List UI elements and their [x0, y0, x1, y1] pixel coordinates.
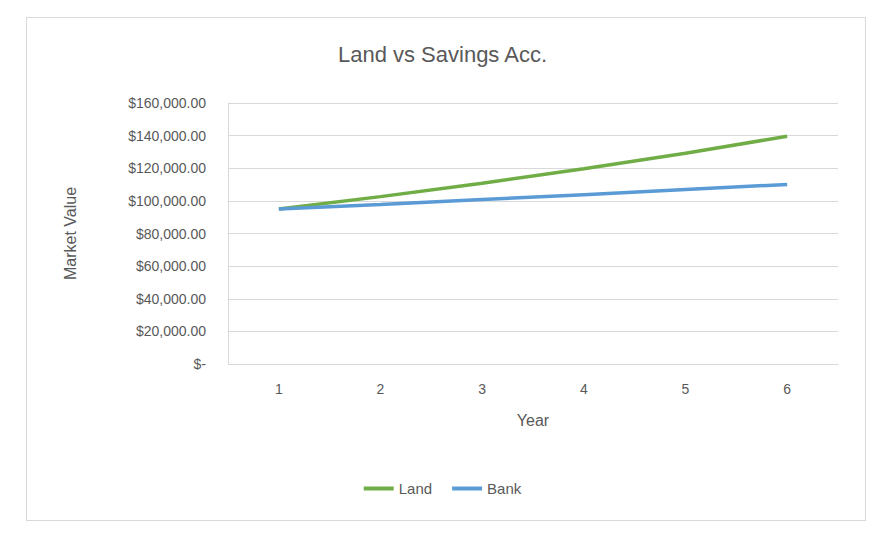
svg-text:5: 5	[682, 381, 690, 397]
svg-text:$60,000.00: $60,000.00	[136, 258, 206, 274]
svg-text:Bank: Bank	[487, 480, 522, 497]
svg-text:$120,000.00: $120,000.00	[128, 160, 206, 176]
svg-text:3: 3	[478, 381, 486, 397]
svg-text:$-: $-	[194, 356, 207, 372]
svg-text:1: 1	[275, 381, 283, 397]
svg-text:Year: Year	[517, 412, 550, 429]
svg-text:$160,000.00: $160,000.00	[128, 95, 206, 111]
svg-text:Market Value: Market Value	[62, 187, 79, 280]
svg-text:6: 6	[783, 381, 791, 397]
svg-text:$100,000.00: $100,000.00	[128, 193, 206, 209]
svg-text:Land vs Savings Acc.: Land vs Savings Acc.	[338, 42, 547, 67]
svg-text:2: 2	[377, 381, 385, 397]
svg-text:4: 4	[580, 381, 588, 397]
svg-text:Land: Land	[399, 480, 432, 497]
svg-text:$20,000.00: $20,000.00	[136, 323, 206, 339]
svg-text:$40,000.00: $40,000.00	[136, 291, 206, 307]
svg-text:$140,000.00: $140,000.00	[128, 128, 206, 144]
svg-text:$80,000.00: $80,000.00	[136, 226, 206, 242]
